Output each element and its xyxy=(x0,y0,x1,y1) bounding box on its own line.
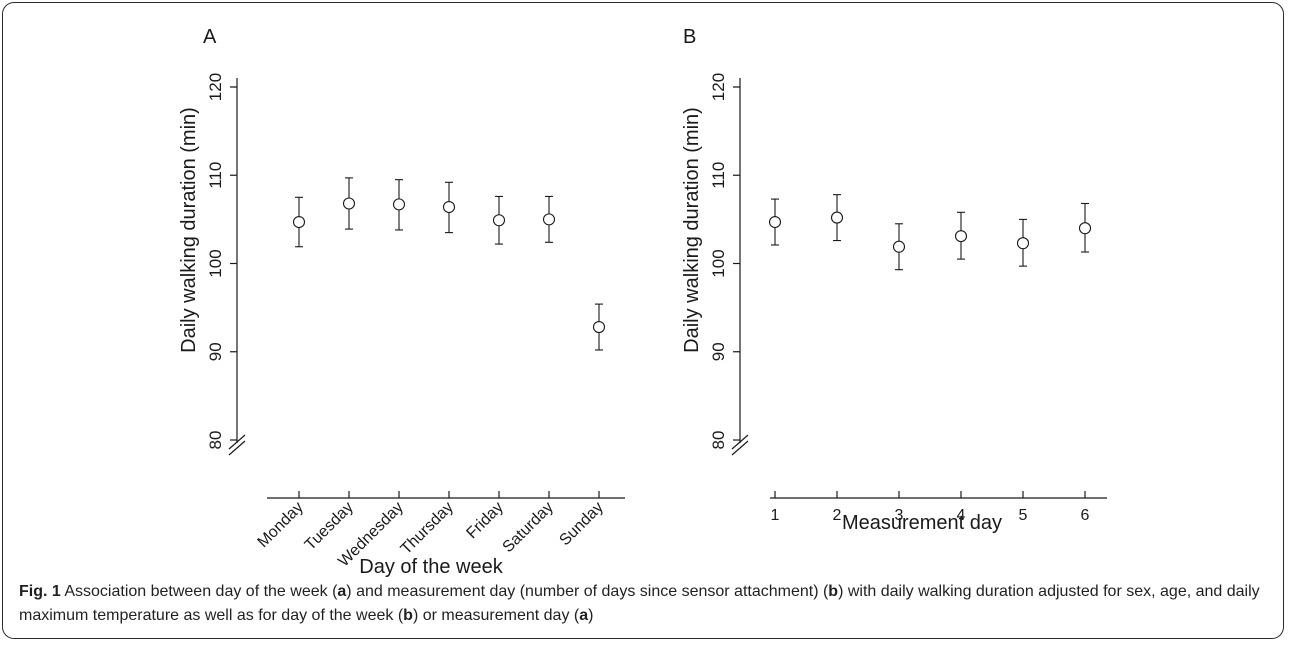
x-tick-label: Thursday xyxy=(398,499,457,558)
x-tick-label: Sunday xyxy=(556,499,606,549)
charts-canvas: A 80 90 100 110 120 Daily walking duration (mi… xyxy=(178,26,1107,578)
caption-segment: b xyxy=(403,607,413,624)
chart-panel-a: A 80 90 100 110 120 Daily walking duration (mi… xyxy=(178,26,625,578)
x-axis-label: Day of the week xyxy=(359,556,503,578)
caption-segment: ) or measurement day ( xyxy=(412,607,580,624)
y-tick-label: 80 xyxy=(709,431,728,450)
y-tick-label: 120 xyxy=(709,73,728,101)
x-tick-label: 3 xyxy=(895,507,904,524)
axis-break-mark xyxy=(228,434,246,450)
data-point xyxy=(1078,222,1092,235)
x-tick-label: Friday xyxy=(463,499,506,542)
data-point xyxy=(292,215,306,229)
caption-label: Fig. 1 xyxy=(19,583,61,600)
y-tick-label: 100 xyxy=(709,249,728,277)
y-tick-label: 120 xyxy=(206,73,225,101)
axis-break-mark xyxy=(228,440,246,456)
axis-break-mark xyxy=(731,440,749,456)
y-axis-label: Daily walking duration (min) xyxy=(681,107,703,353)
chart-panel-b: B 80 90 100 110 120 Daily walking duration (mi… xyxy=(681,26,1107,534)
caption-segment: Association between day of the week ( xyxy=(60,583,338,600)
data-point xyxy=(768,215,782,229)
data-point xyxy=(342,197,356,210)
caption-segment: b xyxy=(828,583,839,600)
y-tick-label: 110 xyxy=(709,162,728,189)
data-point xyxy=(392,198,406,211)
x-tick-label: 6 xyxy=(1081,507,1090,524)
y-tick-label: 100 xyxy=(206,249,225,277)
y-tick-label: 80 xyxy=(206,431,225,450)
y-tick-label: 90 xyxy=(206,342,225,361)
data-point xyxy=(954,230,968,243)
caption-segment: ) with daily walking duration adjusted f… xyxy=(19,583,1260,624)
y-tick-label: 90 xyxy=(709,342,728,361)
x-tick-label: 2 xyxy=(833,507,842,524)
caption-segment: ) and measurement day (number of days si… xyxy=(346,583,829,600)
data-point xyxy=(892,240,906,253)
panel-label: B xyxy=(683,26,696,48)
caption-body: Association between day of the week (a) … xyxy=(19,583,1260,624)
axis-break-mark xyxy=(731,434,749,450)
x-tick-label: Saturday xyxy=(500,499,557,556)
data-point xyxy=(1016,237,1030,250)
x-tick-label: 5 xyxy=(1019,507,1028,524)
caption-segment: ) xyxy=(588,607,594,624)
data-point xyxy=(830,211,844,224)
data-point xyxy=(442,200,456,214)
caption-segment: a xyxy=(579,607,589,624)
panel-label: A xyxy=(203,26,217,48)
y-axis-label: Daily walking duration (min) xyxy=(178,107,200,353)
x-tick-label: 4 xyxy=(957,507,966,524)
x-axis-label: Measurement day xyxy=(842,512,1002,534)
y-tick-label: 110 xyxy=(206,162,225,189)
data-point xyxy=(592,320,606,334)
x-tick-label: 1 xyxy=(771,507,780,524)
figure-caption: Fig. 1 Association between day of the we… xyxy=(19,580,1269,628)
x-tick-label: Monday xyxy=(255,499,307,551)
data-point xyxy=(492,214,506,227)
data-point xyxy=(542,213,556,226)
caption-segment: a xyxy=(337,583,347,600)
